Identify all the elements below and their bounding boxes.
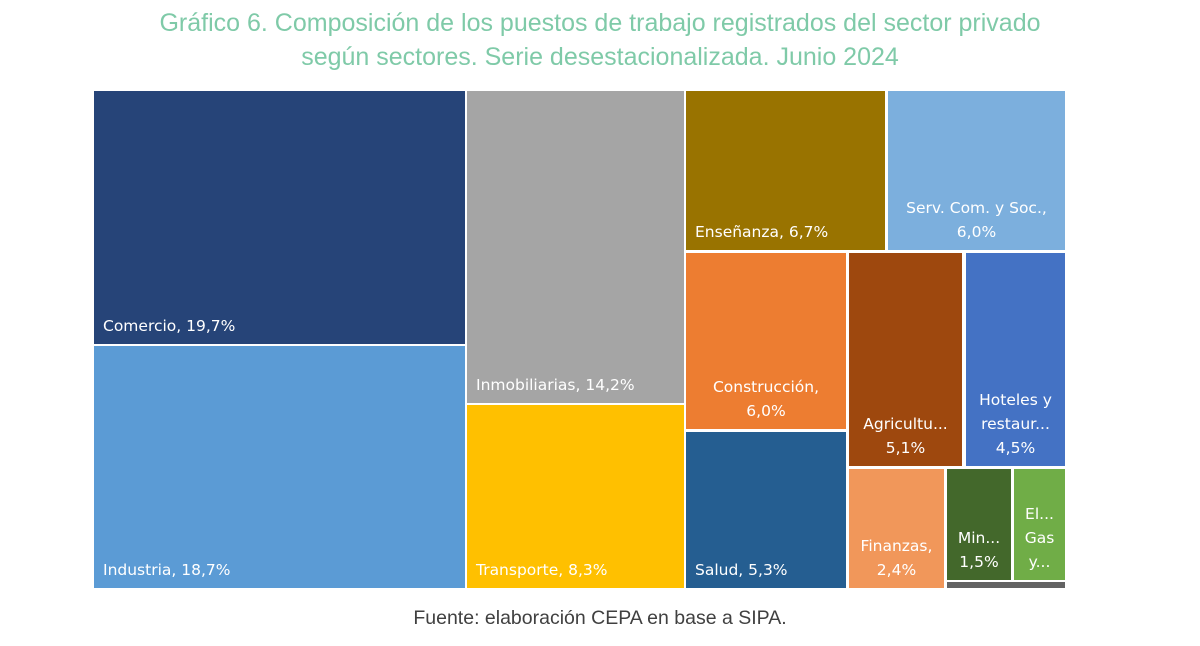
treemap-label-electricidad: El... Gas y...	[1016, 502, 1063, 574]
treemap-label-line: Gas	[1024, 529, 1055, 547]
chart-title-line-2: según sectores. Serie desestacionalizada…	[301, 43, 899, 71]
treemap-label-comercio: Comercio, 19,7%	[103, 314, 461, 338]
treemap-cell-mineria: Min... 1,5%	[947, 469, 1011, 580]
treemap-label-line: Transporte, 8,3%	[476, 561, 608, 579]
treemap-label-line: 6,0%	[746, 402, 786, 420]
treemap-label-industria: Industria, 18,7%	[103, 558, 461, 582]
treemap-cell-industria: Industria, 18,7%	[94, 346, 465, 588]
treemap-label-line: Comercio, 19,7%	[103, 317, 236, 335]
treemap-label-line: El...	[1025, 505, 1054, 523]
treemap-label-hoteles: Hoteles y restaur... 4,5%	[968, 388, 1063, 460]
treemap-label-line: 5,1%	[885, 439, 926, 457]
chart-source: Fuente: elaboración CEPA en base a SIPA.	[413, 607, 787, 629]
treemap-label-line: Hoteles y	[979, 391, 1052, 409]
treemap-label-line: 6,0%	[956, 223, 997, 241]
treemap-label-agricultura: Agricultu... 5,1%	[851, 412, 960, 460]
treemap-label-line: Inmobiliarias, 14,2%	[476, 376, 635, 394]
treemap-cell-transporte: Transporte, 8,3%	[467, 405, 684, 588]
treemap-cell-agricultura: Agricultu... 5,1%	[849, 253, 962, 466]
treemap-label-serv-com-soc: Serv. Com. y Soc., 6,0%	[890, 196, 1063, 244]
treemap-label-line: Min...	[957, 529, 1001, 547]
treemap-label-line: 1,5%	[959, 553, 999, 571]
treemap-label-line: y...	[1028, 553, 1051, 571]
treemap-label-line: Industria, 18,7%	[103, 561, 231, 579]
treemap-label-transporte: Transporte, 8,3%	[476, 558, 680, 582]
treemap-label-line: 2,4%	[876, 561, 917, 579]
treemap-label-line: Enseñanza, 6,7%	[695, 223, 829, 241]
treemap-label-line: Serv. Com. y Soc.,	[906, 199, 1047, 217]
treemap-cell-electricidad: El... Gas y...	[1014, 469, 1065, 580]
treemap-cell-hoteles: Hoteles y restaur... 4,5%	[966, 253, 1065, 466]
treemap-label-line: Construcción,	[712, 378, 820, 396]
chart-title-line-1: Gráfico 6. Composición de los puestos de…	[159, 9, 1041, 37]
treemap-label-line: Finanzas,	[860, 537, 933, 555]
treemap-label-salud: Salud, 5,3%	[695, 558, 842, 582]
chart-title: Gráfico 6. Composición de los puestos de…	[0, 6, 1200, 74]
treemap-cell-comercio: Comercio, 19,7%	[94, 91, 465, 344]
treemap-label-ensenanza: Enseñanza, 6,7%	[695, 220, 881, 244]
treemap-label-line: 4,5%	[995, 439, 1036, 457]
treemap-label-inmobiliarias: Inmobiliarias, 14,2%	[476, 373, 680, 397]
treemap-label-line: Salud, 5,3%	[695, 561, 788, 579]
treemap-cell-otros	[947, 582, 1065, 588]
treemap-label-mineria: Min... 1,5%	[949, 526, 1009, 574]
treemap-label-construccion: Construcción, 6,0%	[688, 375, 844, 423]
treemap-cell-serv-com-soc: Serv. Com. y Soc., 6,0%	[888, 91, 1065, 250]
treemap-label-finanzas: Finanzas, 2,4%	[851, 534, 942, 582]
treemap-cell-inmobiliarias: Inmobiliarias, 14,2%	[467, 91, 684, 403]
treemap-cell-salud: Salud, 5,3%	[686, 432, 846, 588]
treemap-cell-construccion: Construcción, 6,0%	[686, 253, 846, 429]
treemap-label-line: restaur...	[981, 415, 1050, 433]
treemap-cell-ensenanza: Enseñanza, 6,7%	[686, 91, 885, 250]
treemap-label-line: Agricultu...	[863, 415, 948, 433]
treemap-cell-finanzas: Finanzas, 2,4%	[849, 469, 944, 588]
